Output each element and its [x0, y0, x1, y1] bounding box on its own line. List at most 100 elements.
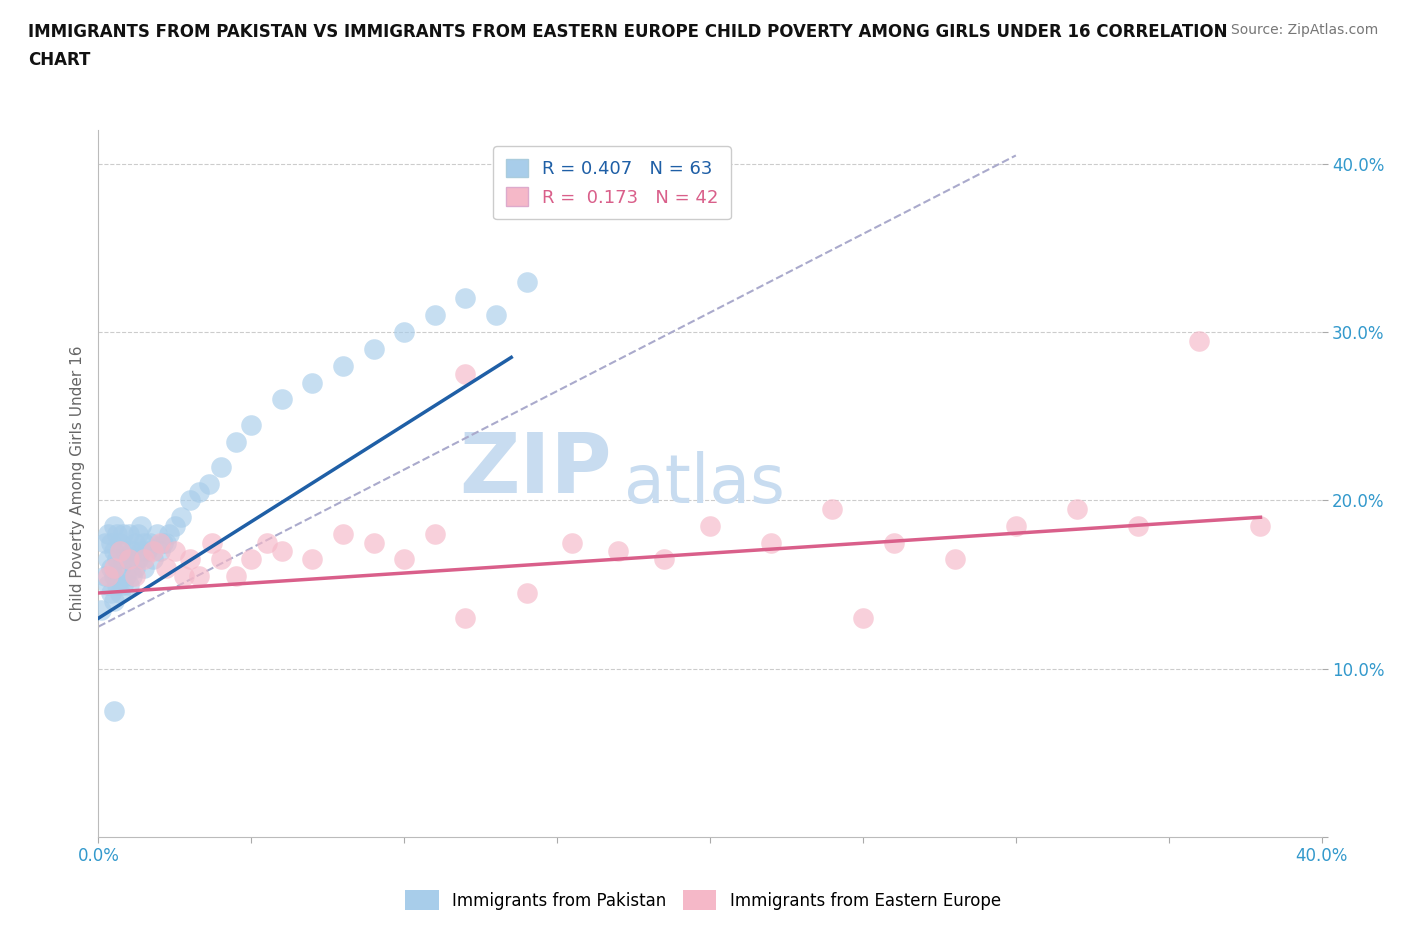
Point — [127, 526, 149, 541]
Point — [454, 291, 477, 306]
Point — [270, 392, 292, 407]
Point — [142, 551, 165, 566]
Point — [209, 459, 232, 474]
Point — [188, 569, 211, 584]
Point — [124, 569, 146, 584]
Point — [127, 551, 149, 566]
Point — [197, 476, 219, 491]
Point — [225, 434, 247, 449]
Point — [121, 543, 143, 558]
Point — [103, 569, 125, 584]
Point — [1188, 333, 1211, 348]
Point — [139, 535, 162, 550]
Point — [301, 375, 323, 390]
Legend: R = 0.407   N = 63, R =  0.173   N = 42: R = 0.407 N = 63, R = 0.173 N = 42 — [494, 146, 731, 219]
Point — [485, 308, 508, 323]
Point — [332, 358, 354, 373]
Point — [240, 551, 263, 566]
Point — [301, 551, 323, 566]
Text: ZIP: ZIP — [460, 429, 612, 510]
Text: IMMIGRANTS FROM PAKISTAN VS IMMIGRANTS FROM EASTERN EUROPE CHILD POVERTY AMONG G: IMMIGRANTS FROM PAKISTAN VS IMMIGRANTS F… — [28, 23, 1227, 41]
Point — [1004, 518, 1026, 533]
Point — [157, 526, 180, 541]
Point — [1128, 518, 1150, 533]
Point — [392, 551, 416, 566]
Point — [108, 586, 131, 601]
Point — [111, 526, 134, 541]
Point — [97, 551, 120, 566]
Point — [100, 560, 122, 575]
Point — [129, 543, 152, 558]
Point — [209, 551, 232, 566]
Point — [134, 551, 156, 566]
Point — [516, 586, 538, 601]
Point — [93, 569, 115, 584]
Point — [108, 560, 131, 575]
Point — [118, 551, 141, 566]
Text: atlas: atlas — [624, 451, 786, 516]
Point — [115, 569, 138, 584]
Point — [108, 535, 131, 550]
Point — [155, 560, 177, 575]
Point — [149, 535, 172, 550]
Point — [943, 551, 966, 566]
Point — [852, 611, 875, 626]
Point — [115, 543, 138, 558]
Point — [142, 543, 165, 558]
Point — [179, 493, 201, 508]
Point — [1066, 501, 1088, 516]
Point — [100, 586, 122, 601]
Point — [200, 535, 222, 550]
Point — [103, 703, 125, 718]
Point — [759, 535, 782, 550]
Point — [111, 551, 134, 566]
Point — [561, 535, 583, 550]
Point — [97, 569, 120, 584]
Point — [100, 535, 122, 550]
Point — [883, 535, 905, 550]
Point — [118, 578, 141, 592]
Point — [332, 526, 354, 541]
Point — [105, 551, 128, 566]
Point — [103, 594, 125, 609]
Point — [256, 535, 278, 550]
Point — [423, 308, 446, 323]
Point — [170, 510, 193, 525]
Text: Source: ZipAtlas.com: Source: ZipAtlas.com — [1230, 23, 1378, 37]
Point — [173, 569, 195, 584]
Point — [225, 569, 247, 584]
Point — [108, 543, 131, 558]
Point — [105, 578, 128, 592]
Point — [103, 560, 125, 575]
Point — [118, 526, 141, 541]
Point — [124, 560, 146, 575]
Point — [179, 551, 201, 566]
Point — [121, 569, 143, 584]
Point — [454, 611, 477, 626]
Point — [103, 518, 125, 533]
Point — [163, 518, 186, 533]
Point — [270, 543, 292, 558]
Point — [363, 535, 385, 550]
Point — [103, 543, 125, 558]
Point — [363, 341, 385, 356]
Point — [152, 535, 174, 550]
Point — [607, 543, 630, 558]
Point — [93, 535, 115, 550]
Point — [134, 560, 156, 575]
Point — [149, 543, 172, 558]
Point — [97, 578, 120, 592]
Point — [90, 603, 112, 618]
Point — [145, 526, 167, 541]
Point — [1249, 518, 1271, 533]
Point — [652, 551, 675, 566]
Legend: Immigrants from Pakistan, Immigrants from Eastern Europe: Immigrants from Pakistan, Immigrants fro… — [399, 884, 1007, 917]
Point — [240, 418, 263, 432]
Point — [163, 543, 186, 558]
Y-axis label: Child Poverty Among Girls Under 16: Child Poverty Among Girls Under 16 — [69, 346, 84, 621]
Point — [97, 526, 120, 541]
Point — [118, 551, 141, 566]
Point — [134, 535, 156, 550]
Point — [136, 543, 159, 558]
Point — [188, 485, 211, 499]
